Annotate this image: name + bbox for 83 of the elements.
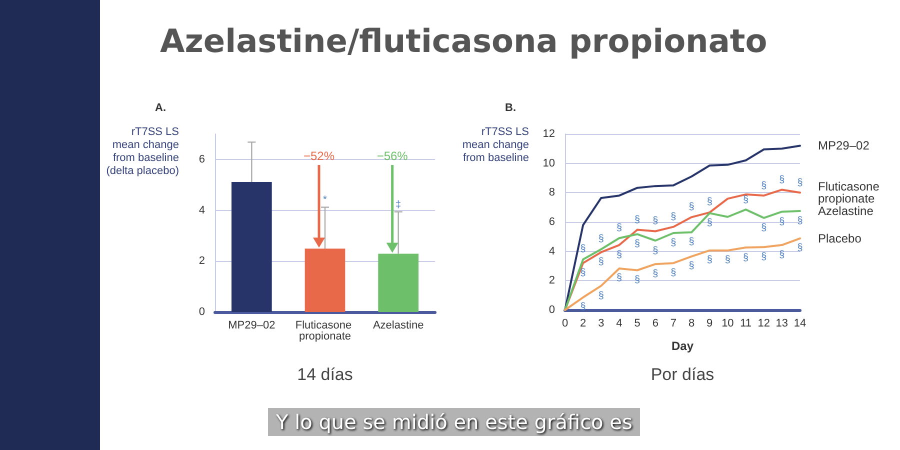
x-tick-label: 4 bbox=[616, 318, 622, 330]
text: Y lo que se midió en este gráfico es bbox=[268, 408, 640, 436]
series-label: Placebo bbox=[818, 231, 862, 246]
series-label: Azelastine bbox=[818, 204, 874, 218]
annotation: § bbox=[670, 211, 676, 222]
line-series bbox=[564, 144, 801, 311]
x-axis-title: Day bbox=[671, 339, 694, 353]
annotation: § bbox=[688, 260, 694, 272]
x-tick-label: 9 bbox=[706, 318, 713, 330]
annotation: § bbox=[742, 194, 749, 206]
y-tick-label: 2 bbox=[198, 255, 205, 268]
annotation: § bbox=[797, 177, 803, 188]
annotation: § bbox=[688, 202, 694, 213]
annotation: § bbox=[761, 252, 767, 263]
annotation: § bbox=[652, 216, 658, 227]
annotation: § bbox=[797, 216, 803, 226]
annotation: § bbox=[706, 196, 712, 208]
line-series bbox=[564, 208, 801, 311]
y-tick-label: 6 bbox=[198, 153, 205, 166]
y-tick-label: 0 bbox=[548, 304, 555, 316]
annotation: § bbox=[616, 222, 622, 234]
annotation: § bbox=[706, 254, 712, 266]
series-label: MP29–02 bbox=[818, 138, 870, 153]
x-tick-label: 7 bbox=[670, 318, 677, 330]
annotation: § bbox=[652, 268, 658, 280]
annotation: § bbox=[634, 238, 640, 250]
x-tick-label: MP29–02 bbox=[228, 320, 276, 332]
annotation: § bbox=[797, 242, 803, 254]
y-tick-label: 10 bbox=[542, 157, 555, 170]
chart-title: B. bbox=[505, 102, 516, 114]
annotation: § bbox=[724, 254, 730, 266]
annotation: § bbox=[779, 216, 785, 228]
y-tick-label: 0 bbox=[198, 306, 205, 318]
x-tick-label: Azelastine bbox=[372, 320, 424, 332]
x-tick-label: 3 bbox=[598, 318, 604, 330]
annotation: § bbox=[761, 222, 767, 234]
x-tick-label: 14 bbox=[794, 318, 806, 330]
annotation: § bbox=[580, 268, 586, 279]
annotation: § bbox=[598, 234, 604, 245]
annotation: § bbox=[616, 250, 622, 261]
y-axis-title: rT7SS LS mean change from baseline (delta placebo) bbox=[105, 126, 179, 178]
annotation: § bbox=[688, 236, 694, 248]
bar bbox=[232, 182, 272, 312]
annotation: § bbox=[706, 218, 712, 229]
x-tick-label: 2 bbox=[580, 318, 586, 330]
annotation: § bbox=[742, 252, 749, 264]
y-tick-label: 6 bbox=[548, 216, 555, 228]
chart-title: Azelastine/fluticasona propionato bbox=[160, 22, 768, 60]
y-tick-label: 2 bbox=[548, 274, 555, 287]
text: Por días bbox=[650, 365, 716, 385]
annotation: § bbox=[670, 238, 676, 248]
chart-subtitle: A. bbox=[155, 102, 166, 114]
x-axis-title: 14 días bbox=[296, 365, 354, 385]
y-tick-label: 8 bbox=[548, 186, 555, 199]
annotation: * bbox=[323, 194, 327, 206]
annotation: § bbox=[598, 290, 604, 302]
annotation: −56% bbox=[376, 149, 408, 163]
annotation: § bbox=[634, 214, 640, 226]
x-tick-label: Fluticasone propionate bbox=[295, 320, 355, 342]
y-tick-label: 4 bbox=[548, 245, 555, 258]
annotation: § bbox=[670, 268, 676, 279]
annotation: § bbox=[634, 274, 640, 286]
y-axis-title: rT7SS LS mean change from baseline bbox=[461, 126, 529, 165]
x-tick-label: 8 bbox=[688, 318, 695, 330]
annotation: § bbox=[761, 180, 767, 192]
annotation: −52% bbox=[303, 149, 335, 163]
annotation: § bbox=[652, 245, 658, 256]
annotation: § bbox=[598, 256, 604, 268]
annotation: § bbox=[616, 272, 622, 284]
x-tick-label: 11 bbox=[740, 318, 752, 330]
x-tick-label: 12 bbox=[758, 318, 770, 330]
x-tick-label: 6 bbox=[652, 318, 658, 330]
annotation: ‡ bbox=[396, 199, 402, 210]
x-tick-label: 0 bbox=[562, 318, 568, 330]
x-tick-label: 5 bbox=[634, 318, 640, 330]
annotation: § bbox=[779, 250, 785, 261]
annotation: § bbox=[779, 174, 785, 186]
x-tick-label: 10 bbox=[722, 318, 734, 330]
y-tick-label: 12 bbox=[542, 128, 555, 140]
x-tick-label: 13 bbox=[776, 318, 788, 330]
annotation: § bbox=[580, 244, 586, 255]
y-tick-label: 4 bbox=[198, 204, 205, 216]
series-label: Fluticasone propionate bbox=[818, 180, 883, 206]
